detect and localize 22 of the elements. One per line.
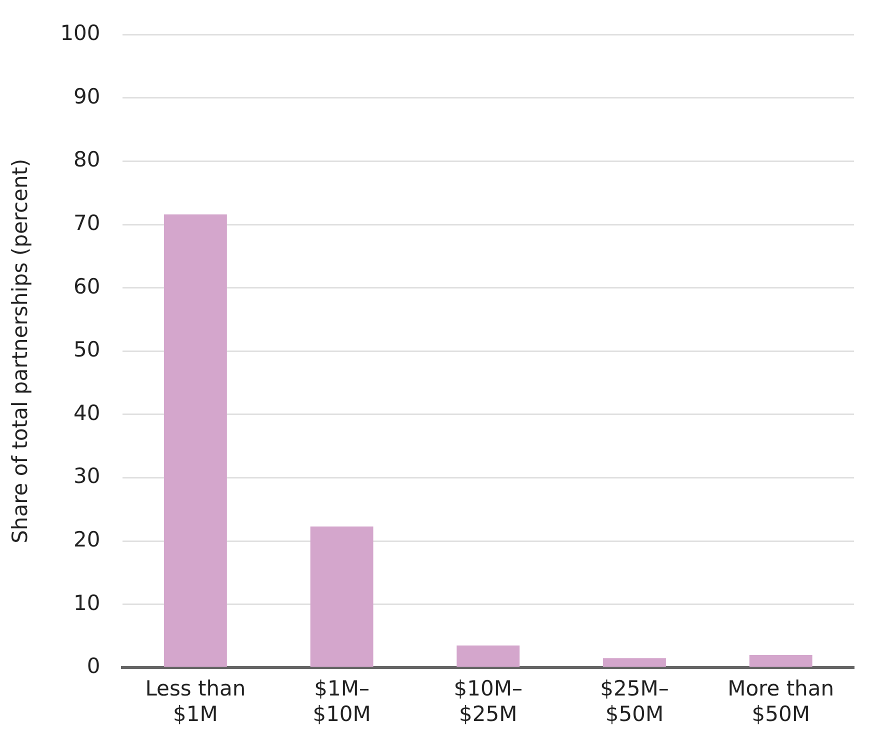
x-tick-label: $10M– $25M [454,676,522,726]
x-tick-label: Less than $1M [145,676,246,726]
y-tick-label: 20 [74,527,100,552]
y-tick-label: 0 [86,654,100,678]
y-tick-label: 60 [74,274,100,298]
y-tick-label: 70 [74,210,100,235]
bar [456,645,520,667]
x-tick-label: More than $50M [728,676,834,726]
y-tick-label: 50 [74,338,100,362]
x-tick-label: $1M– $10M [312,676,371,726]
y-tick-label: 80 [74,148,100,172]
bar [164,214,227,667]
bar [749,654,812,667]
y-tick-label: 10 [74,590,100,615]
bar [603,658,666,667]
y-tick-label: 90 [74,84,100,108]
x-tick-label: $25M– $50M [600,676,669,726]
bar [310,526,374,667]
y-tick-label: 100 [60,21,100,46]
y-tick-label: 40 [74,400,100,425]
y-tick-label: 30 [74,464,100,488]
y-axis-title: Share of total partnerships (percent) [8,158,32,544]
